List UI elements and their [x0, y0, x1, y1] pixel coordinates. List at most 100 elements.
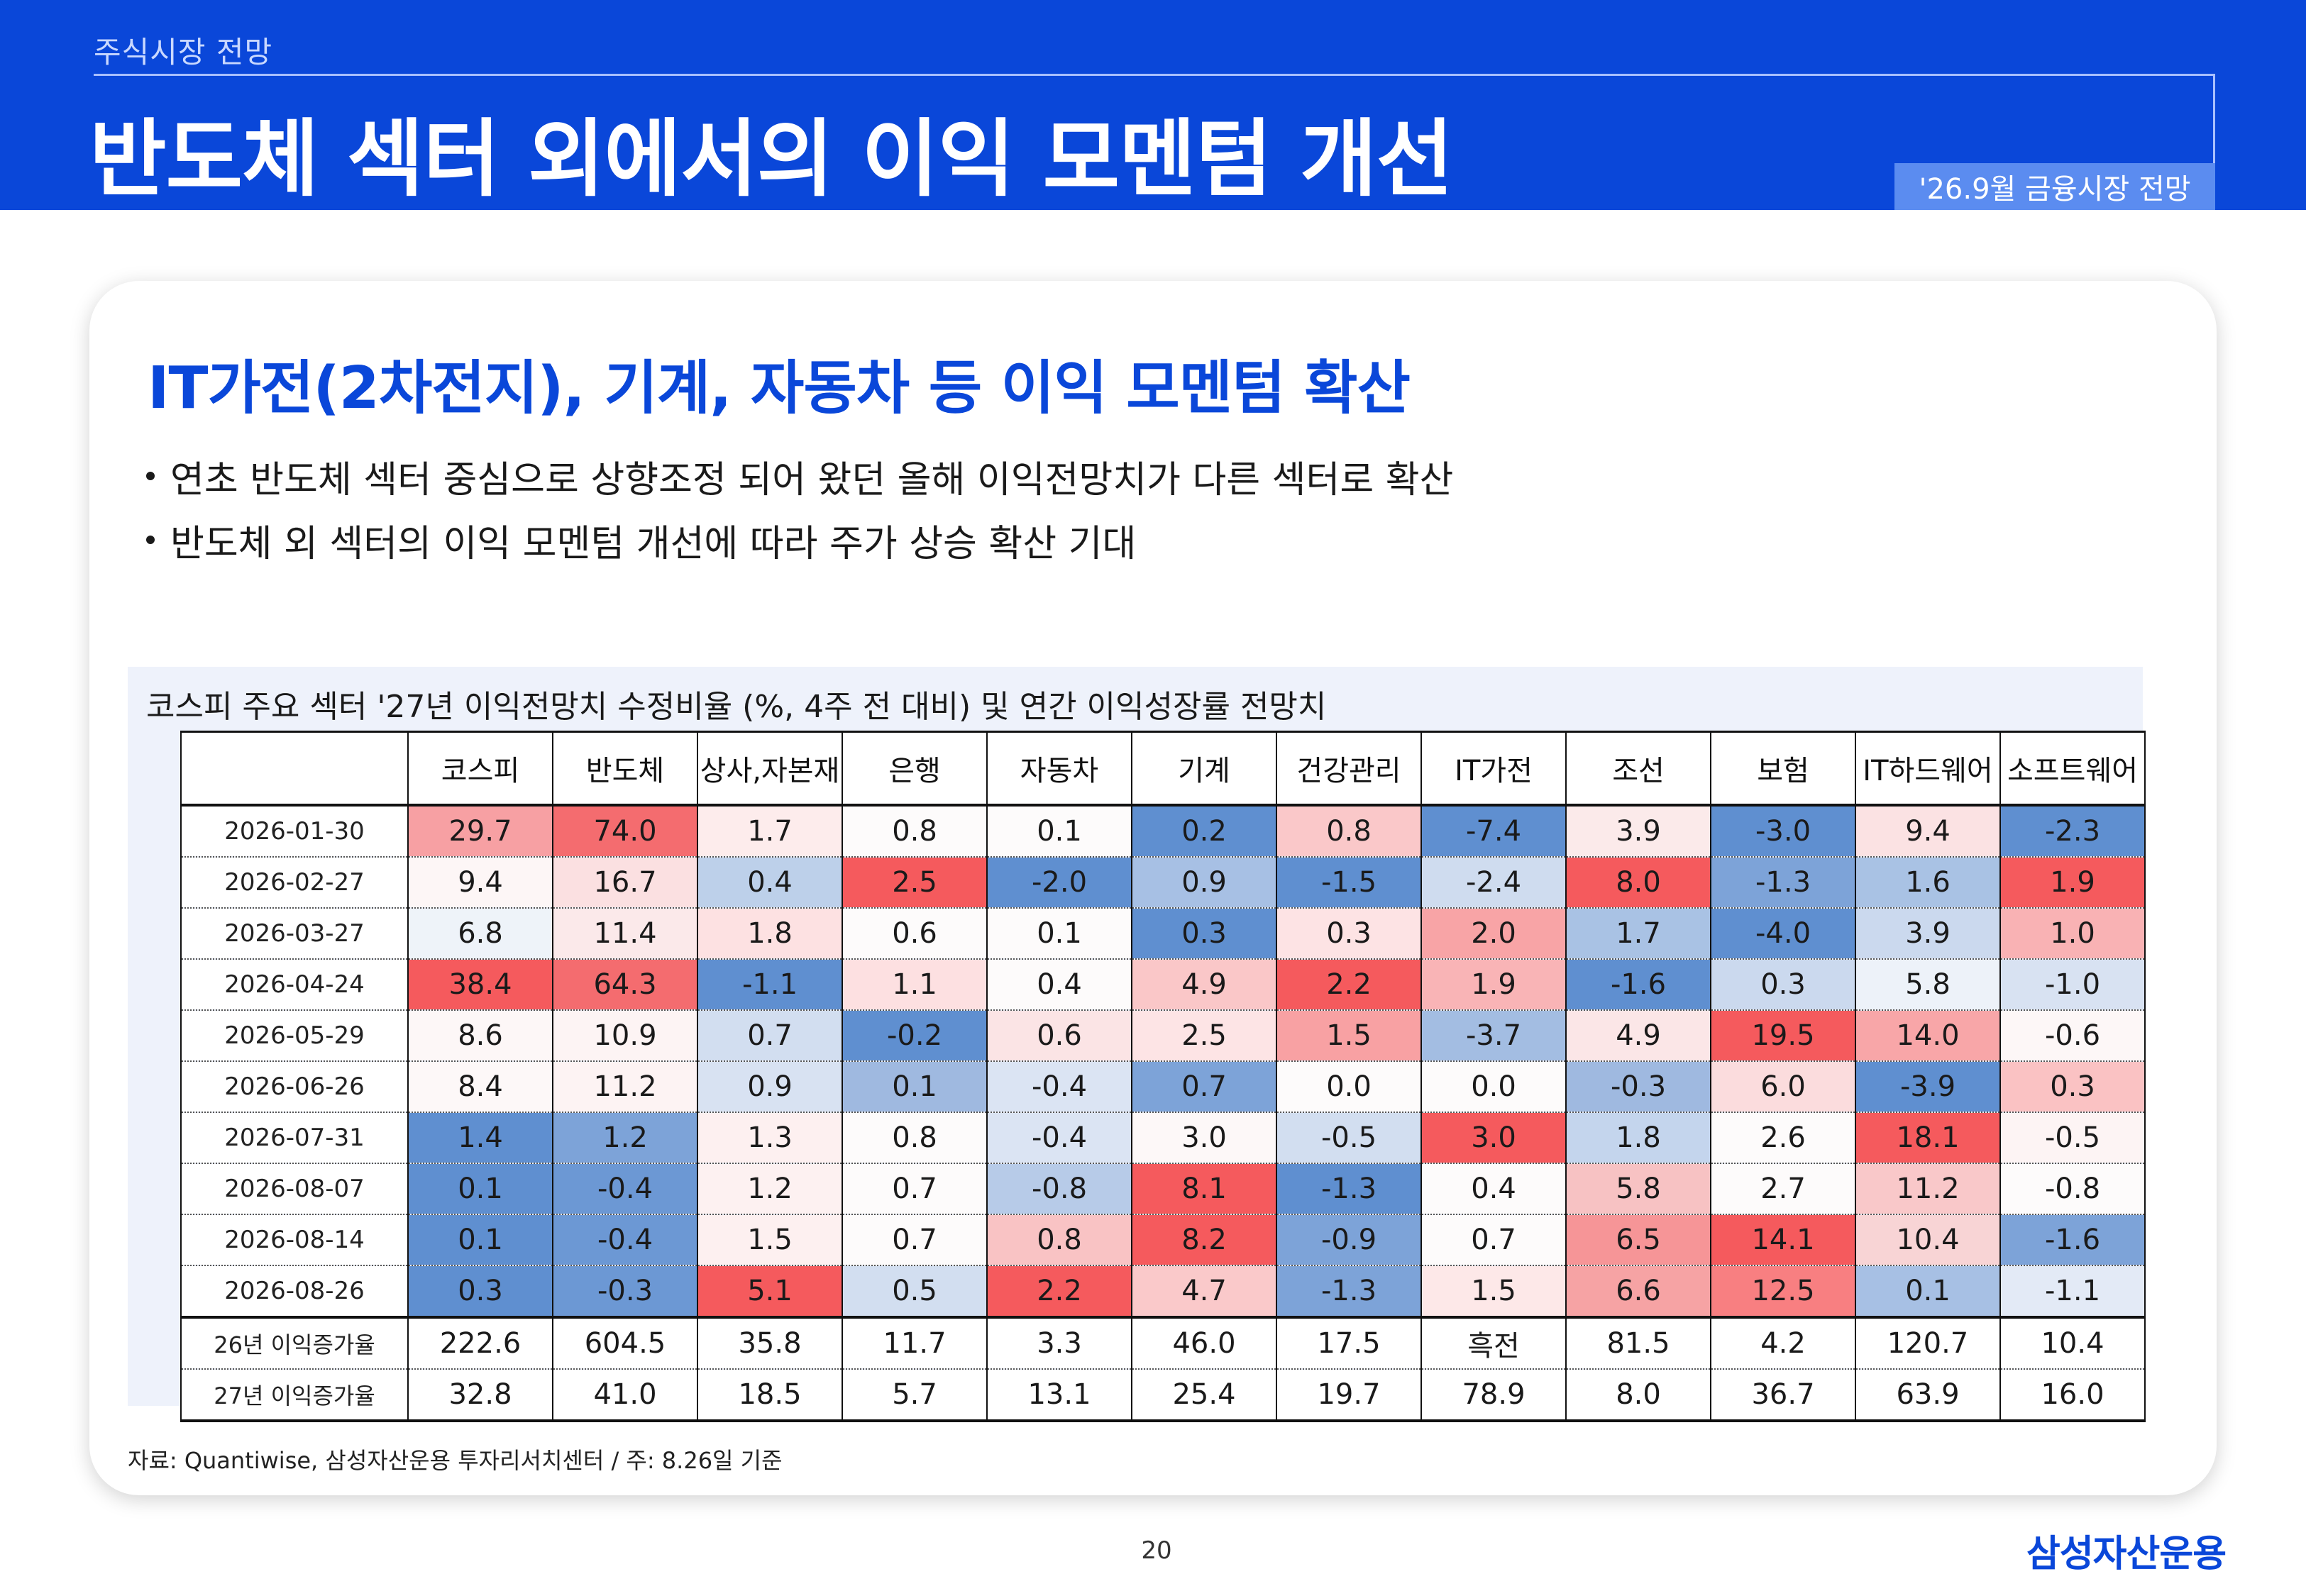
- heat-cell: 0.4: [986, 959, 1132, 1011]
- heat-cell: 0.0: [1420, 1061, 1567, 1113]
- heat-cell: 1.8: [1565, 1112, 1711, 1164]
- heat-cell: 10.9: [552, 1010, 698, 1062]
- growth-cell: 3.3: [986, 1317, 1132, 1370]
- heat-cell: 11.2: [1855, 1163, 2001, 1215]
- heat-cell: 0.7: [842, 1214, 988, 1266]
- column-header: IT하드웨어: [1855, 731, 2001, 807]
- heat-cell: 38.4: [407, 959, 553, 1011]
- growth-cell: 19.7: [1276, 1369, 1422, 1422]
- column-header: 기계: [1131, 731, 1277, 807]
- heat-cell: 8.2: [1131, 1214, 1277, 1266]
- row-date-label: 2026-06-26: [180, 1061, 409, 1113]
- heat-cell: -0.6: [1999, 1010, 2146, 1062]
- heat-cell: 0.1: [842, 1061, 988, 1113]
- table-row: 2026-04-24 38.4 64.3 -1.1 1.1 0.4 4.9 2.2 1.9 -1.…: [180, 959, 2146, 1011]
- growth-cell: 8.0: [1565, 1369, 1711, 1422]
- table-row: 2026-06-26 8.4 11.2 0.9 0.1 -0.4 0.7 0.0 0.0 -0.3…: [180, 1061, 2146, 1113]
- heat-cell: -0.2: [842, 1010, 988, 1062]
- heat-cell: -1.3: [1276, 1163, 1422, 1215]
- heat-cell: 2.7: [1710, 1163, 1856, 1215]
- heat-cell: 0.4: [697, 857, 843, 909]
- heat-cell: 74.0: [552, 805, 698, 858]
- heat-cell: 16.7: [552, 857, 698, 909]
- column-header: IT가전: [1420, 731, 1567, 807]
- growth-cell: 32.8: [407, 1369, 553, 1422]
- heat-cell: 64.3: [552, 959, 698, 1011]
- heat-cell: 0.7: [1420, 1214, 1567, 1266]
- heat-cell: 0.7: [697, 1010, 843, 1062]
- heat-cell: 0.1: [407, 1163, 553, 1215]
- heat-cell: 0.7: [842, 1163, 988, 1215]
- heat-cell: 1.4: [407, 1112, 553, 1164]
- growth-row-label: 26년 이익증가율: [180, 1317, 409, 1370]
- column-header: 은행: [842, 731, 988, 807]
- heat-cell: -2.3: [1999, 805, 2146, 858]
- column-header: 코스피: [407, 731, 553, 807]
- heat-cell: 1.3: [697, 1112, 843, 1164]
- heat-cell: -1.3: [1276, 1265, 1422, 1319]
- growth-cell: 5.7: [842, 1369, 988, 1422]
- header-rule: [94, 74, 2215, 76]
- heat-cell: 0.9: [1131, 857, 1277, 909]
- column-header: 반도체: [552, 731, 698, 807]
- bullet-dot-icon: [146, 472, 155, 480]
- section-eyebrow: 주식시장 전망: [94, 35, 273, 70]
- heat-cell: 0.4: [1420, 1163, 1567, 1215]
- table-row: 2026-01-30 29.7 74.0 1.7 0.8 0.1 0.2 0.8 -7.4 3.9…: [180, 805, 2146, 858]
- heat-cell: -4.0: [1710, 908, 1856, 960]
- row-date-label: 2026-07-31: [180, 1112, 409, 1164]
- row-date-label: 2026-04-24: [180, 959, 409, 1011]
- heat-cell: 0.3: [1276, 908, 1422, 960]
- heat-cell: -3.0: [1710, 805, 1856, 858]
- heat-cell: -0.8: [1999, 1163, 2146, 1215]
- heat-cell: 0.1: [1855, 1265, 2001, 1319]
- heat-cell: 0.1: [986, 805, 1132, 858]
- heat-cell: 19.5: [1710, 1010, 1856, 1062]
- heat-cell: -0.4: [986, 1061, 1132, 1113]
- heat-cell: -3.9: [1855, 1061, 2001, 1113]
- bullet-item: 연초 반도체 섹터 중심으로 상향조정 되어 왔던 올해 이익전망치가 다른 섹…: [146, 444, 1453, 508]
- column-header: 자동차: [986, 731, 1132, 807]
- heat-cell: -1.6: [1999, 1214, 2146, 1266]
- heat-cell: 4.9: [1565, 1010, 1711, 1062]
- heat-cell: -0.4: [986, 1112, 1132, 1164]
- heat-cell: 0.0: [1276, 1061, 1422, 1113]
- table-row: 2026-07-31 1.4 1.2 1.3 0.8 -0.4 3.0 -0.5 3.0 1.8 2…: [180, 1112, 2146, 1164]
- growth-cell: 46.0: [1131, 1317, 1277, 1370]
- growth-cell: 120.7: [1855, 1317, 2001, 1370]
- heat-cell: 0.6: [986, 1010, 1132, 1062]
- header-banner: 주식시장 전망 반도체 섹터 외에서의 이익 모멘텀 개선 '26.9월 금융시…: [0, 0, 2306, 210]
- table-row: 2026-08-26 0.3 -0.3 5.1 0.5 2.2 4.7 -1.3 1.5 6.6 1…: [180, 1265, 2146, 1319]
- heat-cell: 1.7: [697, 805, 843, 858]
- growth-cell: 10.4: [1999, 1317, 2146, 1370]
- heat-cell: 0.3: [1710, 959, 1856, 1011]
- heat-cell: -1.1: [1999, 1265, 2146, 1319]
- heat-cell: -0.4: [552, 1214, 698, 1266]
- source-note: 자료: Quantiwise, 삼성자산운용 투자리서치센터 / 주: 8.26…: [128, 1447, 783, 1474]
- heat-cell: -2.0: [986, 857, 1132, 909]
- table-row: 2026-05-29 8.6 10.9 0.7 -0.2 0.6 2.5 1.5 -3.7 4.9…: [180, 1010, 2146, 1062]
- row-date-label: 2026-08-26: [180, 1265, 409, 1319]
- header-rule-vertical: [2213, 74, 2215, 165]
- column-header: 소프트웨어: [1999, 731, 2146, 807]
- heat-cell: 2.2: [1276, 959, 1422, 1011]
- heat-cell: -1.0: [1999, 959, 2146, 1011]
- growth-cell: 78.9: [1420, 1369, 1567, 1422]
- heat-cell: -2.4: [1420, 857, 1567, 909]
- heat-cell: 8.1: [1131, 1163, 1277, 1215]
- column-header: 건강관리: [1276, 731, 1422, 807]
- heat-cell: -1.5: [1276, 857, 1422, 909]
- growth-cell: 41.0: [552, 1369, 698, 1422]
- growth-row: 27년 이익증가율 32.8 41.0 18.5 5.7 13.1 25.4 19.7 78.9…: [180, 1369, 2146, 1422]
- growth-cell: 18.5: [697, 1369, 843, 1422]
- heat-cell: -7.4: [1420, 805, 1567, 858]
- heat-cell: 8.4: [407, 1061, 553, 1113]
- heat-cell: 14.0: [1855, 1010, 2001, 1062]
- heat-cell: 10.4: [1855, 1214, 2001, 1266]
- heat-cell: 18.1: [1855, 1112, 2001, 1164]
- growth-cell: 35.8: [697, 1317, 843, 1370]
- heat-cell: 0.8: [1276, 805, 1422, 858]
- report-badge: '26.9월 금융시장 전망: [1894, 163, 2215, 210]
- heat-cell: 2.5: [1131, 1010, 1277, 1062]
- bullet-list: 연초 반도체 섹터 중심으로 상향조정 되어 왔던 올해 이익전망치가 다른 섹…: [146, 444, 1453, 572]
